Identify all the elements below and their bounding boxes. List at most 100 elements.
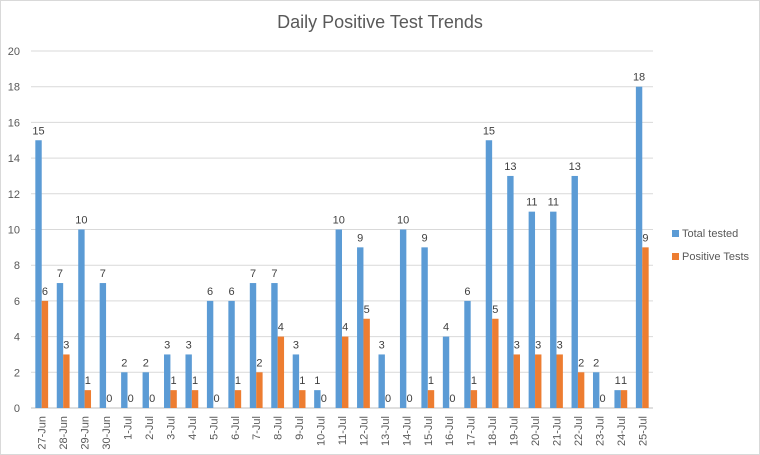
- data-label-total-tested: 4: [443, 322, 449, 334]
- bar-total-tested: [399, 229, 407, 408]
- data-label-total-tested: 10: [397, 215, 409, 227]
- data-label-total-tested: 13: [504, 161, 516, 173]
- bar-total-tested: [592, 372, 600, 408]
- x-tick-label: 28-Jun: [58, 416, 70, 450]
- data-label-total-tested: 6: [207, 286, 213, 298]
- legend-swatch-positive-tests: [672, 253, 679, 260]
- bar-total-tested: [185, 354, 192, 408]
- data-label-positive-tests: 0: [449, 393, 455, 405]
- bar-positive-tests: [620, 390, 628, 408]
- bar-positive-tests: [577, 372, 585, 408]
- y-tick-label: 18: [8, 82, 20, 94]
- y-axis-tick-labels: 0 2 4 6 8 10 12 14 16 18 20: [8, 46, 20, 415]
- data-label-total-tested: 11: [548, 197, 559, 209]
- x-tick-label: 15-Jul: [423, 416, 435, 446]
- bar-total-tested: [464, 300, 471, 408]
- x-tick-label: 24-Jul: [616, 416, 628, 446]
- bar-total-tested: [507, 175, 514, 408]
- bar-positive-tests: [299, 390, 306, 408]
- data-label-positive-tests: 5: [364, 304, 370, 316]
- data-label-positive-tests: 1: [85, 375, 91, 387]
- data-label-total-tested: 3: [379, 339, 385, 351]
- bar-total-tested: [292, 354, 300, 408]
- data-label-positive-tests: 6: [42, 286, 48, 298]
- bar-positive-tests: [535, 354, 542, 408]
- bar-positive-tests: [41, 300, 49, 408]
- data-label-total-tested: 3: [293, 339, 299, 351]
- bar-total-tested: [614, 390, 621, 408]
- data-label-positive-tests: 0: [600, 393, 606, 405]
- bars: [35, 86, 649, 408]
- y-tick-label: 14: [8, 153, 20, 165]
- bar-total-tested: [528, 211, 536, 408]
- bar-total-tested: [142, 372, 149, 408]
- x-tick-label: 5-Jul: [208, 416, 220, 440]
- legend-swatch-total-tested: [672, 230, 679, 237]
- bar-total-tested: [206, 300, 214, 408]
- y-tick-label: 20: [8, 46, 20, 58]
- x-tick-label: 29-Jun: [80, 416, 92, 450]
- bar-positive-tests: [342, 336, 349, 408]
- bar-total-tested: [635, 86, 643, 408]
- x-tick-label: 22-Jul: [573, 416, 585, 446]
- legend: Total tested Positive Tests: [672, 228, 750, 263]
- data-label-total-tested: 7: [250, 268, 256, 280]
- bar-positive-tests: [513, 354, 520, 408]
- bar-total-tested: [228, 300, 235, 408]
- y-tick-label: 12: [8, 189, 20, 201]
- data-label-total-tested: 3: [186, 339, 192, 351]
- bar-positive-tests: [556, 354, 563, 408]
- x-tick-label: 25-Jul: [637, 416, 649, 446]
- data-label-positive-tests: 5: [492, 304, 498, 316]
- data-label-positive-tests: 2: [578, 357, 584, 369]
- x-tick-label: 19-Jul: [509, 416, 521, 446]
- y-tick-label: 8: [14, 260, 20, 272]
- data-label-positive-tests: 4: [278, 322, 284, 334]
- bar-total-tested: [550, 211, 557, 408]
- data-label-positive-tests: 1: [428, 375, 434, 387]
- data-label-positive-tests: 3: [557, 339, 563, 351]
- data-label-positive-tests: 1: [621, 375, 627, 387]
- bar-positive-tests: [234, 390, 242, 408]
- x-tick-label: 10-Jul: [316, 416, 328, 446]
- x-axis-tick-labels: 27-Jun 28-Jun 29-Jun 30-Jun 1-Jul 2-Jul 3-Jul 4…: [37, 416, 650, 450]
- bar-positive-tests: [427, 390, 435, 408]
- data-label-total-tested: 9: [422, 232, 428, 244]
- data-label-positive-tests: 0: [149, 393, 155, 405]
- bar-positive-tests: [63, 354, 70, 408]
- bar-positive-tests: [492, 318, 499, 408]
- data-label-total-tested: 7: [100, 268, 106, 280]
- x-tick-label: 18-Jul: [487, 416, 499, 446]
- data-label-positive-tests: 0: [321, 393, 327, 405]
- data-label-total-tested: 11: [526, 197, 537, 209]
- data-label-positive-tests: 4: [342, 322, 348, 334]
- x-tick-label: 27-Jun: [37, 416, 49, 450]
- data-label-total-tested: 15: [483, 125, 495, 137]
- bar-total-tested: [249, 283, 257, 408]
- bar-total-tested: [357, 247, 364, 408]
- legend-label-positive-tests: Positive Tests: [682, 251, 750, 263]
- x-tick-label: 6-Jul: [230, 416, 242, 440]
- data-label-positive-tests: 0: [213, 393, 219, 405]
- bar-total-tested: [271, 283, 278, 408]
- data-label-positive-tests: 1: [192, 375, 198, 387]
- data-label-positive-tests: 0: [385, 393, 391, 405]
- x-tick-label: 13-Jul: [380, 416, 392, 446]
- data-label-total-tested: 7: [57, 268, 63, 280]
- legend-label-total-tested: Total tested: [682, 228, 738, 240]
- data-label-total-tested: 13: [569, 161, 581, 173]
- x-tick-label: 11-Jul: [337, 416, 349, 445]
- data-label-total-tested: 2: [121, 357, 127, 369]
- y-tick-label: 16: [8, 117, 20, 129]
- y-tick-label: 4: [14, 332, 20, 344]
- bar-positive-tests: [363, 318, 370, 408]
- data-label-positive-tests: 3: [514, 339, 520, 351]
- data-label-total-tested: 6: [464, 286, 470, 298]
- x-tick-label: 8-Jul: [273, 416, 285, 440]
- x-tick-label: 20-Jul: [530, 416, 542, 446]
- data-label-total-tested: 18: [633, 72, 645, 84]
- data-label-positive-tests: 3: [535, 339, 541, 351]
- x-tick-label: 17-Jul: [466, 416, 478, 446]
- data-label-total-tested: 10: [75, 215, 87, 227]
